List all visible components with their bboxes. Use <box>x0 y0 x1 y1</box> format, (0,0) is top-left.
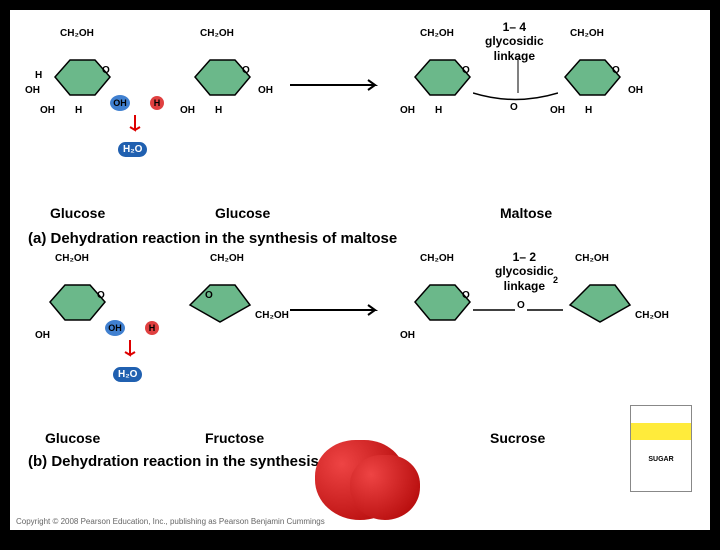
o-atom: O <box>612 65 620 76</box>
h-leaving: H <box>150 96 164 110</box>
glucose-ring-3 <box>40 280 110 325</box>
ch2oh-label: CH₂OH <box>210 253 244 264</box>
ch2oh-label: CH₂OH <box>420 253 454 264</box>
glucose-ring-2 <box>185 55 255 100</box>
linkage-label-2: 1– 2 glycosidic linkage <box>495 250 554 293</box>
fructose-label: Fructose <box>205 430 264 446</box>
sucrose-ring-b <box>560 280 635 330</box>
ch2oh-label: CH₂OH <box>255 310 289 321</box>
h-leaving-2: H <box>145 321 159 335</box>
reaction-arrow-1 <box>290 75 385 95</box>
oh-atom: OH <box>25 85 40 96</box>
glucose-label-3: Glucose <box>45 430 100 446</box>
ch2oh-label: CH₂OH <box>570 28 604 39</box>
oh-atom: OH <box>400 105 415 116</box>
sucrose-label: Sucrose <box>490 430 545 446</box>
oh-atom: OH <box>550 105 565 116</box>
slide-content: { "linkage1": "1– 4\nglycosidic\nlinkage… <box>10 10 710 530</box>
ch2oh-label: CH₂OH <box>635 310 669 321</box>
caption-a: (a) Dehydration reaction in the synthesi… <box>28 230 397 247</box>
h-atom: H <box>585 105 592 116</box>
oh-leaving: OH <box>110 95 130 111</box>
oh-atom: OH <box>180 105 195 116</box>
sugar-bag-image: SUGAR <box>630 405 692 492</box>
h2o-product-2: H₂O <box>113 367 142 382</box>
reaction-arrow-2 <box>290 300 385 320</box>
linkage-pointer-1 <box>512 58 524 93</box>
ch2oh-label: CH₂OH <box>200 28 234 39</box>
ch2oh-label: CH₂OH <box>55 253 89 264</box>
o-atom: O <box>102 65 110 76</box>
oh-atom: OH <box>628 85 643 96</box>
o-atom: O <box>97 290 105 301</box>
maltose-ring-b <box>555 55 625 100</box>
fructose-ring <box>180 280 255 330</box>
h-atom: H <box>215 105 222 116</box>
apple-image-2 <box>350 455 420 520</box>
h-atom: H <box>75 105 82 116</box>
o-bridge-2: O <box>515 300 527 311</box>
glucose-ring-1 <box>45 55 115 100</box>
carbon-2: 2 <box>553 275 558 285</box>
o-atom: O <box>462 65 470 76</box>
linkage-label-1: 1– 4 glycosidic linkage <box>485 20 544 63</box>
copyright-text: Copyright © 2008 Pearson Education, Inc.… <box>16 517 325 526</box>
o-atom: O <box>205 290 213 301</box>
oh-atom: OH <box>400 330 415 341</box>
oh-atom: OH <box>40 105 55 116</box>
h-atom: H <box>35 70 42 81</box>
oh-atom: OH <box>258 85 273 96</box>
dehydration-arrow-2 <box>120 340 140 365</box>
maltose-ring-a <box>405 55 475 100</box>
maltose-label: Maltose <box>500 205 552 221</box>
ch2oh-label: CH₂OH <box>420 28 454 39</box>
oh-atom: OH <box>35 330 50 341</box>
dehydration-arrow-1 <box>125 115 145 140</box>
glucose-label-2: Glucose <box>215 205 270 221</box>
o-bridge: O <box>510 102 518 113</box>
o-atom: O <box>242 65 250 76</box>
glucose-label-1: Glucose <box>50 205 105 221</box>
h2o-product-1: H₂O <box>118 142 147 157</box>
ch2oh-label: CH₂OH <box>60 28 94 39</box>
h-atom: H <box>435 105 442 116</box>
sucrose-ring-a <box>405 280 475 325</box>
o-atom: O <box>462 290 470 301</box>
ch2oh-label: CH₂OH <box>575 253 609 264</box>
oh-leaving-2: OH <box>105 320 125 336</box>
